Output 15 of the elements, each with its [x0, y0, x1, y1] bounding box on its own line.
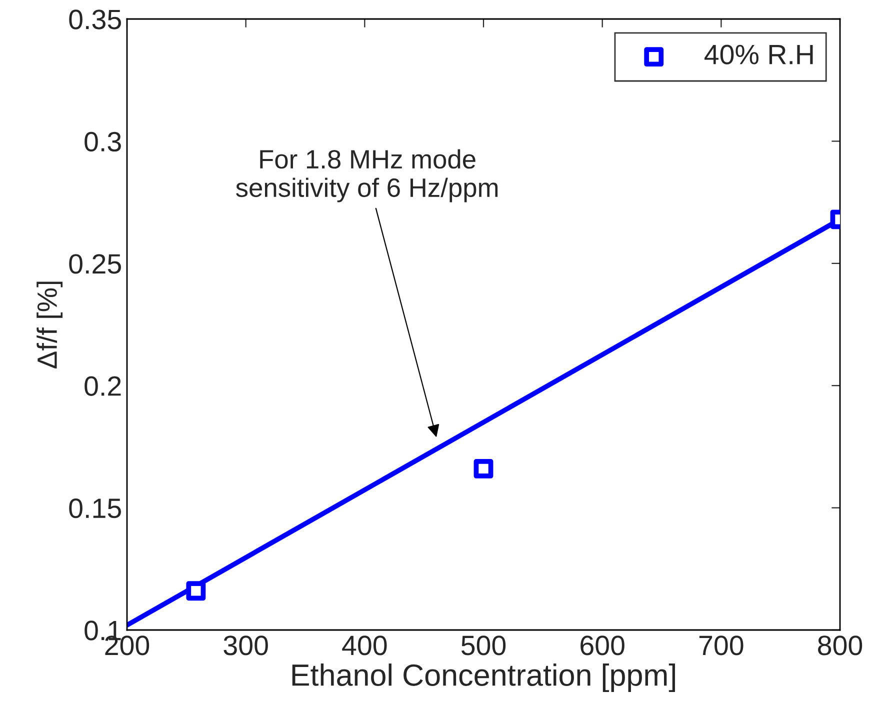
x-tick-label: 700 — [699, 636, 744, 656]
y-tick-label: 0.3 — [84, 132, 121, 152]
x-axis-title: Ethanol Concentration [ppm] — [292, 664, 675, 692]
x-tick-label: 500 — [461, 636, 506, 656]
y-tick-label: 0.15 — [69, 498, 121, 518]
x-tick-label: 600 — [580, 636, 624, 656]
y-tick-label: 0.2 — [84, 376, 121, 396]
annotation: For 1.8 MHz mode sensitivity of 6 Hz/ppm — [236, 149, 498, 202]
y-tick-label: 0.25 — [69, 254, 121, 274]
x-tick-label: 400 — [342, 636, 387, 656]
x-tick-label: 300 — [224, 636, 268, 656]
y-tick-label: 0.35 — [69, 10, 121, 30]
y-axis-title: Δf/f [%] — [36, 282, 63, 368]
x-tick-label: 800 — [818, 636, 862, 656]
legend-label: 40% R.H — [704, 44, 813, 64]
